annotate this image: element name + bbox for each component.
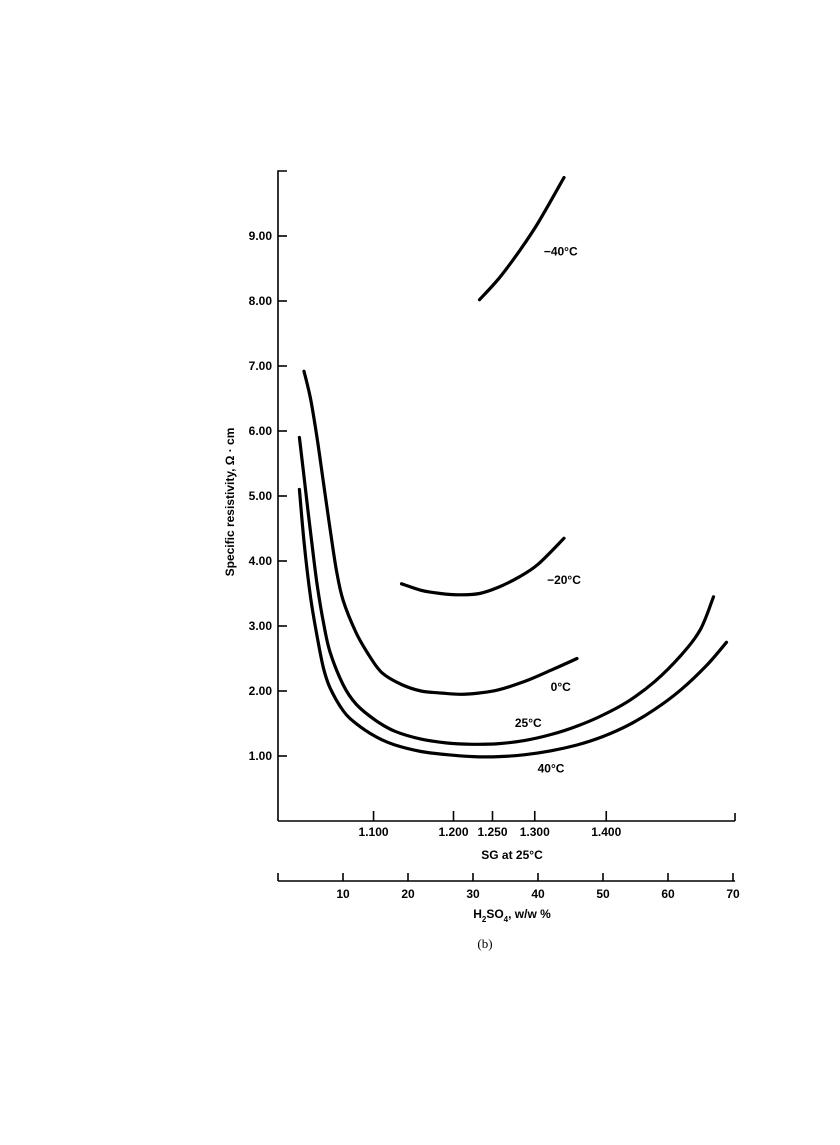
y-tick-label: 8.00 [249, 294, 273, 308]
series-line-1 [477, 175, 566, 302]
sg-ticks: 1.100 1.200 1.250 1.300 1.400 [359, 811, 622, 839]
y-axis-title: Specific resistivity, Ω · cm [223, 428, 237, 577]
curves [297, 175, 729, 759]
series-label-1: −40°C [544, 245, 578, 259]
series-label-3: 0°C [551, 680, 571, 694]
x-axis-title-part-2: SO [486, 907, 503, 921]
sg-tick-label: 1.300 [520, 825, 550, 839]
x-tick-label: 10 [336, 887, 350, 901]
y-tick-label: 7.00 [249, 359, 273, 373]
y-tick-label: 9.00 [249, 229, 273, 243]
x-axis-title-part-1: H [473, 907, 482, 921]
x-tick-label: 60 [661, 887, 675, 901]
sg-axis-title: SG at 25°C [481, 848, 543, 862]
sg-tick-label: 1.200 [438, 825, 468, 839]
series-line-2 [399, 536, 566, 597]
series-line-5 [297, 487, 729, 759]
figure-caption: (b) [477, 936, 492, 951]
x-axis-title: H2SO4, w/w % [473, 907, 551, 924]
y-tick-label: 1.00 [249, 749, 273, 763]
axes [277, 170, 736, 882]
y-tick-label: 6.00 [249, 424, 273, 438]
y-axis-line [277, 170, 287, 821]
series-line-3 [302, 369, 579, 696]
y-tick-label: 4.00 [249, 554, 273, 568]
y-tick-label: 5.00 [249, 489, 273, 503]
series-label-4: 25°C [515, 716, 542, 730]
x-axis-title-sub-2: 4 [504, 915, 509, 924]
series-labels: −40°C −20°C 0°C 25°C 40°C [515, 245, 581, 776]
y-tick-label: 2.00 [249, 684, 273, 698]
x-tick-label: 20 [401, 887, 415, 901]
x-tick-label: 70 [726, 887, 740, 901]
wt-ticks: 10 20 30 40 50 60 70 [336, 873, 740, 901]
x-axis-title-sub-1: 2 [482, 915, 487, 924]
x-tick-label: 40 [531, 887, 545, 901]
series-line-4 [297, 435, 716, 746]
x-tick-label: 50 [596, 887, 610, 901]
y-tick-label: 3.00 [249, 619, 273, 633]
x-tick-label: 30 [466, 887, 480, 901]
sg-tick-label: 1.400 [591, 825, 621, 839]
series-label-5: 40°C [538, 761, 565, 775]
y-ticks: 1.00 2.00 3.00 4.00 5.00 6.00 7.00 8.00 9.00 [249, 229, 287, 763]
x-axis-title-part-3: , w/w % [508, 907, 551, 921]
sg-tick-label: 1.100 [359, 825, 389, 839]
series-label-2: −20°C [547, 573, 581, 587]
sg-tick-label: 1.250 [477, 825, 507, 839]
